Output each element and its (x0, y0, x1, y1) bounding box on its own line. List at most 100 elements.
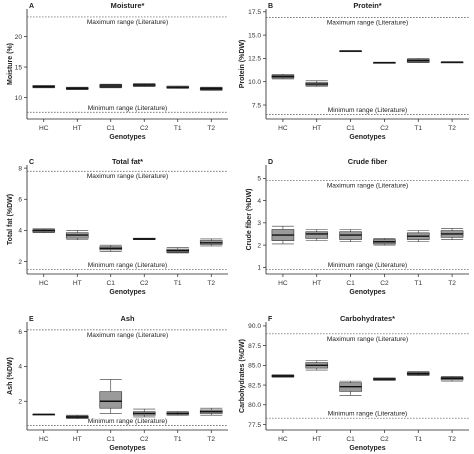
box-c2 (132, 408, 156, 418)
max-range-label: Maximum range (Literature) (327, 19, 408, 26)
panel-e: E Ash Maximum range (Literature) Minimum ra… (7, 314, 228, 452)
box-t2 (199, 407, 223, 416)
box-t2 (199, 86, 223, 91)
y-tick-label: 4 (18, 364, 22, 371)
min-range-label: Minimum range (Literature) (88, 105, 168, 112)
box-t2 (440, 376, 464, 382)
min-range-label: Minimum range (Literature) (88, 418, 168, 425)
panel-letter: E (29, 316, 34, 323)
y-axis-label: Moisture (%) (7, 43, 14, 85)
x-tick-label: C2 (380, 436, 389, 443)
x-tick-label: HC (278, 436, 288, 443)
box-hc (271, 73, 295, 80)
x-tick-label: HC (278, 280, 288, 287)
box-t1 (166, 85, 190, 89)
x-axis-label: Genotypes (349, 445, 385, 452)
box-t1 (406, 371, 430, 376)
x-tick-label: HT (312, 280, 321, 287)
box-hc (32, 413, 56, 416)
y-tick-label: 3 (257, 220, 261, 227)
box-t1 (406, 230, 430, 243)
panel-a: A Moisture* Maximum range (Literature) Mini… (7, 1, 228, 141)
box-t2 (440, 228, 464, 240)
box-c1 (339, 50, 362, 53)
x-tick-label: T2 (448, 436, 456, 443)
y-tick-label: 80.0 (248, 402, 261, 409)
panel-letter: C (29, 159, 34, 166)
x-axis-label: Genotypes (109, 289, 145, 296)
y-tick-label: 10 (15, 95, 23, 102)
y-tick-label: 82.5 (248, 382, 261, 389)
x-tick-label: C2 (140, 436, 149, 443)
panel-letter: B (268, 3, 273, 10)
y-axis-label: Protein (%DW) (239, 40, 246, 89)
y-tick-label: 85.0 (248, 363, 261, 370)
panel-letter: D (268, 159, 273, 166)
panel-b: B Protein* Maximum range (Literature) Minim… (239, 1, 469, 141)
box-body (305, 231, 329, 239)
box-body (99, 391, 123, 409)
x-tick-label: T1 (174, 125, 182, 132)
y-tick-label: 90.0 (248, 323, 261, 330)
y-tick-label: 7.5 (252, 102, 261, 109)
box-t1 (166, 247, 190, 254)
box-c1 (339, 380, 362, 396)
x-tick-label: HT (312, 125, 321, 132)
max-range-label: Maximum range (Literature) (327, 336, 408, 343)
box-c2 (373, 238, 396, 246)
y-tick-label: 20 (15, 34, 23, 41)
x-tick-label: T1 (174, 280, 182, 287)
y-axis-label: Total fat (%DW) (7, 194, 14, 245)
x-tick-label: HT (312, 436, 321, 443)
y-tick-label: 77.5 (248, 422, 261, 429)
panel-f: F Carbohydrates* Maximum range (Literature… (239, 314, 469, 452)
panel-title: Ash (121, 314, 135, 323)
x-tick-label: T1 (414, 280, 422, 287)
x-axis-label: Genotypes (349, 289, 385, 296)
x-tick-label: T1 (174, 436, 182, 443)
box-ht (65, 414, 89, 419)
y-tick-label: 17.5 (248, 9, 261, 16)
box-t1 (406, 58, 430, 63)
x-tick-label: HC (39, 280, 49, 287)
panel-title: Crude fiber (348, 157, 388, 166)
x-tick-label: HT (73, 125, 82, 132)
x-tick-label: C1 (346, 125, 355, 132)
box-ht (305, 80, 329, 87)
panel-letter: F (268, 316, 273, 323)
box-ht (305, 360, 329, 371)
box-c1 (99, 379, 123, 414)
x-tick-label: HC (39, 436, 49, 443)
panel-title: Total fat* (112, 157, 143, 166)
box-hc (32, 228, 56, 234)
box-c2 (132, 237, 156, 241)
x-tick-label: C1 (346, 280, 355, 287)
min-range-label: Minimum range (Literature) (328, 262, 408, 269)
x-tick-label: HT (73, 280, 82, 287)
y-tick-label: 1 (257, 265, 261, 272)
x-tick-label: HT (73, 436, 82, 443)
box-c1 (99, 83, 123, 89)
y-tick-label: 10.0 (248, 79, 261, 86)
y-tick-label: 2 (18, 259, 22, 266)
max-range-label: Maximum range (Literature) (87, 332, 168, 339)
x-tick-label: C2 (380, 280, 389, 287)
box-c2 (373, 61, 396, 64)
min-range-label: Minimum range (Literature) (88, 262, 168, 269)
max-range-label: Maximum range (Literature) (327, 183, 408, 190)
y-tick-label: 15 (15, 64, 23, 71)
box-t2 (440, 61, 464, 64)
box-c2 (373, 377, 396, 381)
y-tick-label: 87.5 (248, 343, 261, 350)
box-hc (271, 225, 295, 245)
box-c2 (132, 83, 156, 87)
x-axis-label: Genotypes (109, 445, 145, 452)
box-t1 (166, 411, 190, 416)
x-tick-label: C2 (140, 280, 149, 287)
min-range-label: Minimum range (Literature) (328, 411, 408, 418)
x-tick-label: HC (39, 125, 49, 132)
y-tick-label: 8 (18, 165, 22, 172)
y-tick-label: 12.5 (248, 56, 261, 63)
panel-d: D Crude fiber Maximum range (Literature) Mi… (246, 157, 469, 296)
x-tick-label: C2 (380, 125, 389, 132)
